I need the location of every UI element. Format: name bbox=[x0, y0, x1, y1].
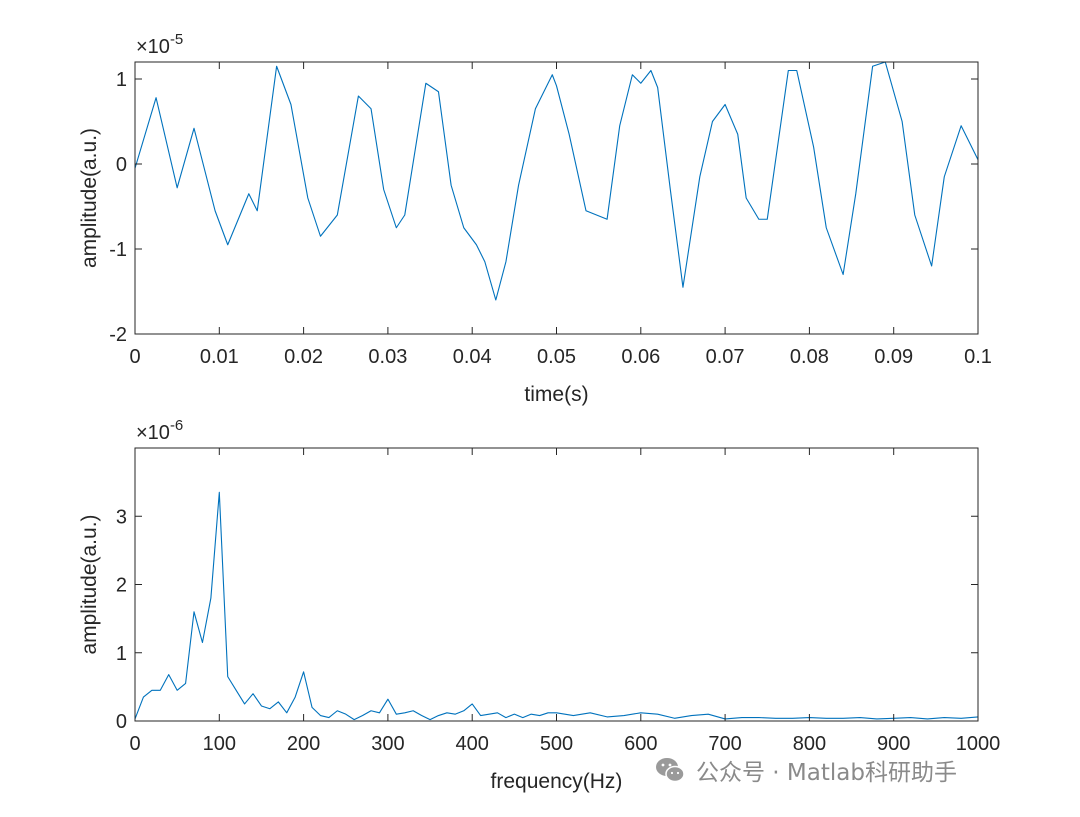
x-tick-label: 0.06 bbox=[621, 346, 660, 368]
y-tick-label: 0 bbox=[116, 154, 127, 176]
y-tick-label: -1 bbox=[109, 239, 127, 261]
axes-box bbox=[134, 447, 979, 722]
x-tick-label: 0.1 bbox=[964, 346, 992, 368]
x-axis-label: frequency(Hz) bbox=[491, 770, 623, 793]
x-tick-label: 600 bbox=[624, 733, 657, 755]
x-tick-label: 0.02 bbox=[284, 346, 323, 368]
axes-box bbox=[134, 61, 979, 335]
x-axis-label: time(s) bbox=[524, 383, 588, 406]
x-tick-label: 700 bbox=[708, 733, 741, 755]
watermark: 公众号 · Matlab科研助手 bbox=[652, 752, 957, 788]
axis-exponent-label: ×10-6 bbox=[136, 417, 183, 444]
watermark-text: 公众号 · Matlab科研助手 bbox=[696, 760, 957, 786]
y-tick-label: 1 bbox=[116, 643, 127, 665]
x-tick-label: 900 bbox=[877, 733, 910, 755]
series-line bbox=[134, 61, 979, 301]
x-tick-label: 0 bbox=[129, 733, 140, 755]
y-axis-label: amplitude(a.u.) bbox=[78, 128, 101, 268]
x-tick-label: 0.09 bbox=[874, 346, 913, 368]
x-tick-label: 0 bbox=[129, 346, 140, 368]
x-tick-label: 300 bbox=[371, 733, 404, 755]
series-line bbox=[134, 491, 979, 721]
x-tick-label: 400 bbox=[456, 733, 489, 755]
wechat-icon bbox=[656, 758, 685, 783]
y-tick-label: -2 bbox=[109, 324, 127, 346]
x-tick-label: 100 bbox=[203, 733, 236, 755]
axis-exponent-label: ×10-5 bbox=[136, 31, 183, 58]
y-tick-label: 2 bbox=[116, 575, 127, 597]
x-tick-label: 0.03 bbox=[368, 346, 407, 368]
time-domain-chart: 0 0.01 0.02 0.03 0.04 0.05 0.06 0.07 0.08 0.09 0.1… bbox=[78, 31, 992, 406]
y-axis-label: amplitude(a.u.) bbox=[78, 514, 101, 654]
x-tick-label: 500 bbox=[540, 733, 573, 755]
x-tick-label: 0.04 bbox=[453, 346, 492, 368]
x-tick-label: 200 bbox=[287, 733, 320, 755]
x-tick-label: 0.01 bbox=[200, 346, 239, 368]
y-tick-label: 3 bbox=[116, 506, 127, 528]
y-tick-label: 0 bbox=[116, 711, 127, 733]
x-tick-label: 0.05 bbox=[537, 346, 576, 368]
x-tick-label: 1000 bbox=[956, 733, 1001, 755]
frequency-spectrum-chart: 0 100 200 300 400 500 600 700 800 900 1000 0 1 2 3 ×10-… bbox=[78, 417, 1000, 793]
x-tick-label: 0.08 bbox=[790, 346, 829, 368]
x-tick-label: 800 bbox=[793, 733, 826, 755]
y-tick-label: 1 bbox=[116, 69, 127, 91]
x-tick-label: 0.07 bbox=[706, 346, 745, 368]
